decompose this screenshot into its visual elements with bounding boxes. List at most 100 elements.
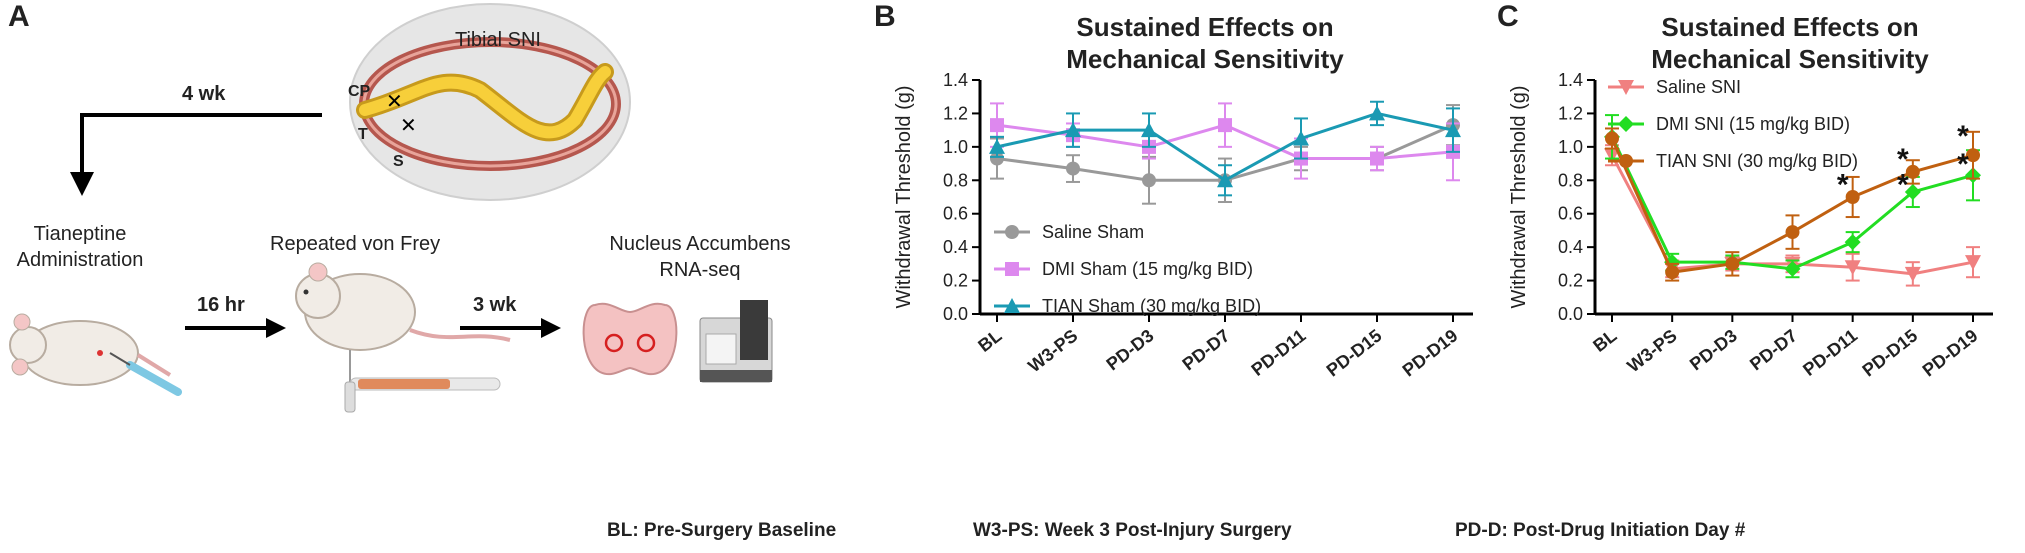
three-week-label: 3 wk [473, 294, 517, 316]
footnote-bl: BL: Pre-Surgery Baseline [607, 520, 837, 541]
tianeptine-label-2: Administration [17, 249, 144, 271]
chart-b-y-tick-label: 0.8 [943, 170, 968, 190]
chart-c-y-tick-label: 1.2 [1558, 103, 1583, 123]
chart-c-significance-star: * [1897, 143, 1909, 176]
chart-b-x-tick-label: PD-D3 [1103, 325, 1158, 374]
chart-c-data-point [1845, 190, 1860, 204]
von-frey-label: Repeated von Frey [270, 233, 440, 255]
mouse-von-frey-illustration [295, 262, 511, 413]
chart-b-y-tick-label: 1.0 [943, 137, 968, 157]
chart-c-y-tick-label: 0.4 [1558, 237, 1583, 257]
chart-b-data-point [1217, 172, 1233, 188]
panel-label-c: C [1497, 0, 1519, 33]
chart-c-x-tick-label: PD-D11 [1799, 325, 1861, 380]
mouse-injection-illustration [9, 313, 182, 396]
chart-c-legend-label: TIAN SNI (30 mg/kg BID) [1656, 151, 1858, 171]
chart-c-data-point [1905, 164, 1920, 179]
chart-b-data-point [1369, 105, 1385, 121]
chart-c-x-tick-label: BL [1589, 325, 1620, 356]
chart-b-x-tick-label: PD-D7 [1179, 325, 1234, 374]
chart-c-data-point [1725, 256, 1740, 271]
chart-c-data-point [1784, 260, 1801, 277]
chart-b-data-point [1066, 161, 1080, 176]
chart-b-legend-marker [1005, 262, 1019, 276]
chart-b-y-tick-label: 0.6 [943, 204, 968, 224]
chart-b-x-tick-label: PD-D19 [1399, 325, 1462, 380]
chart-b-y-axis-label: Withdrawal Threshold (g) [893, 85, 915, 308]
chart-b-data-point [990, 151, 1004, 166]
chart-c-y-tick-label: 0.0 [1558, 304, 1583, 324]
chart-b-legend-label: DMI Sham (15 mg/kg BID) [1042, 259, 1253, 279]
chart-b-legend-marker [1004, 298, 1020, 313]
accumbens-label-1: Nucleus Accumbens [609, 233, 790, 255]
nerve-label-s: S [393, 153, 404, 170]
chart-c-y-axis-label: Withdrawal Threshold (g) [1508, 85, 1530, 308]
chart-b-legend-label: Saline Sham [1042, 222, 1144, 242]
chart-b-data-point [989, 138, 1005, 154]
chart-b-title-line-2: Mechanical Sensitivity [1066, 44, 1344, 74]
chart-c-data-point [1605, 131, 1619, 146]
chart-b-data-point [1142, 173, 1156, 188]
chart-b-y-tick-label: 1.4 [943, 70, 968, 90]
chart-b-data-point [1141, 122, 1157, 138]
chart-c-x-tick-label: PD-D19 [1919, 325, 1982, 380]
chart-c-legend-marker [1618, 80, 1634, 95]
chart-c-series-2 [1604, 114, 1981, 279]
cut-mark-2: ✕ [400, 115, 417, 137]
chart-b-data-point [1293, 130, 1309, 146]
four-week-label: 4 wk [182, 83, 226, 105]
tibial-sni-label: Tibial SNI [455, 29, 541, 51]
chart-c-x-tick-label: PD-D3 [1686, 325, 1741, 374]
chart-c-significance-star: * [1837, 168, 1849, 201]
chart-c-x-tick-label: W3-PS [1623, 325, 1680, 376]
chart-c-data-point [1665, 265, 1680, 280]
chart-c-data-point [1844, 260, 1861, 276]
chart-b-y-tick-label: 0.4 [943, 237, 968, 257]
chart-c-data-point [1664, 254, 1681, 271]
chart-b-data-point [1218, 118, 1232, 133]
chart-c-title-line-1: Sustained Effects on [1661, 12, 1918, 42]
sixteen-hour-label: 16 hr [197, 294, 245, 316]
brain-section-illustration [582, 302, 678, 376]
chart-c-data-point [1966, 148, 1980, 163]
chart-c-significance-star: * [1957, 148, 1969, 181]
chart-b-x-tick-label: W3-PS [1024, 325, 1081, 376]
chart-b-title-line-1: Sustained Effects on [1076, 12, 1333, 42]
footnote-pdd: PD-D: Post-Drug Initiation Day # [1455, 520, 1746, 541]
chart-b-x-tick-label: PD-D11 [1247, 325, 1309, 380]
chart-c-significance-star: * [1897, 168, 1909, 201]
chart-b-data-point [1370, 151, 1384, 166]
chart-c-y-tick-label: 1.4 [1558, 70, 1583, 90]
chart-b-series-3 [989, 100, 1461, 197]
cut-mark-1: ✕ [386, 91, 403, 113]
chart-c-legend-label: Saline SNI [1656, 77, 1741, 97]
chart-b-data-point [1065, 122, 1081, 138]
chart-c-data-point [1965, 255, 1981, 271]
three-week-arrow: 3 wk [460, 294, 561, 338]
nerve-label-cp: CP [348, 83, 371, 100]
chart-c-legend-marker [1619, 154, 1633, 168]
chart-c-data-point [1844, 234, 1861, 251]
chart-c-data-point [1785, 225, 1800, 240]
chart-c-series-3 [1605, 127, 1980, 282]
chart-c-data-point [1904, 183, 1921, 200]
chart-c-y-tick-label: 0.8 [1558, 170, 1583, 190]
sequencer-illustration [699, 300, 773, 383]
chart-b-data-point [1445, 122, 1461, 138]
chart-c-y-tick-label: 1.0 [1558, 137, 1583, 157]
chart-c-significance-star: * [1957, 120, 1969, 153]
accumbens-label-2: RNA-seq [659, 259, 740, 281]
chart-b-legend-marker [1005, 225, 1019, 239]
chart-c-x-tick-label: PD-D15 [1859, 325, 1922, 380]
panel-label-a: A [8, 0, 30, 33]
chart-b-y-tick-label: 1.2 [943, 103, 968, 123]
experiment-schematic: Tibial SNI CP T S ✕ ✕ 4 wk Tianeptine Ad… [9, 3, 791, 413]
nerve-illustration: Tibial SNI CP T S ✕ ✕ [348, 3, 631, 201]
chart-b-data-point [990, 118, 1004, 133]
footnote-w3ps: W3-PS: Week 3 Post-Injury Surgery [973, 520, 1292, 541]
chart-c-y-tick-label: 0.2 [1558, 271, 1583, 291]
nerve-label-t: T [358, 126, 368, 143]
chart-c-data-point [1904, 266, 1921, 282]
